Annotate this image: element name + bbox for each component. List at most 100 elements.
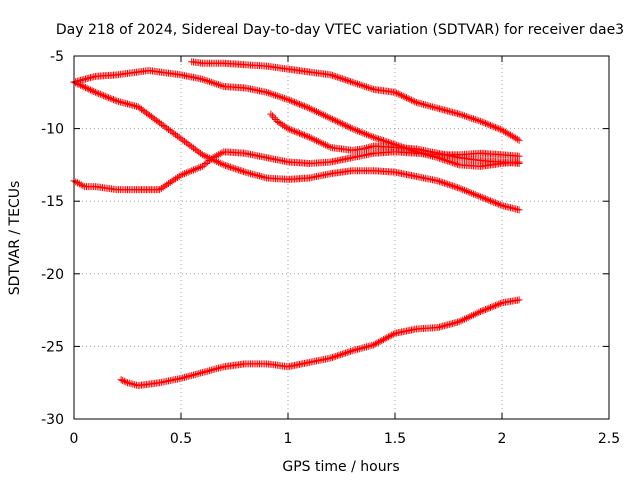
data-point	[440, 179, 448, 187]
data-point	[355, 128, 363, 136]
data-point	[165, 125, 173, 133]
data-point	[189, 166, 197, 174]
data-point	[350, 79, 358, 87]
data-point	[305, 104, 313, 112]
data-point	[381, 335, 389, 343]
data-point	[464, 113, 472, 121]
data-point	[454, 184, 462, 192]
data-point	[491, 199, 499, 207]
data-point	[462, 113, 470, 120]
data-point	[297, 130, 305, 138]
data-point	[477, 117, 485, 125]
data-point	[469, 190, 477, 198]
series-arc-5	[267, 110, 523, 167]
data-point	[286, 96, 294, 104]
data-point	[468, 312, 476, 320]
plot-frame	[73, 55, 610, 420]
data-point	[168, 177, 176, 185]
data-point	[480, 194, 488, 202]
data-point	[275, 93, 283, 101]
data-point	[228, 164, 236, 172]
data-point	[323, 142, 331, 150]
data-point	[272, 91, 280, 99]
data-point	[389, 330, 397, 338]
data-point	[207, 155, 215, 163]
data-point	[473, 191, 481, 199]
data-point	[179, 170, 187, 178]
data-point	[469, 115, 477, 123]
data-point	[207, 78, 215, 86]
data-point	[284, 125, 292, 133]
data-point	[225, 163, 233, 171]
data-point	[391, 88, 399, 96]
data-point	[345, 77, 353, 85]
data-point	[486, 197, 494, 205]
series-arc-6	[117, 296, 523, 390]
data-point	[328, 115, 336, 123]
data-point	[103, 93, 111, 101]
data-point	[292, 128, 300, 136]
series-arc-2	[70, 78, 523, 214]
data-point	[459, 316, 467, 324]
data-point	[294, 129, 302, 137]
data-point	[184, 168, 192, 176]
data-point	[284, 96, 292, 104]
data-point	[493, 200, 501, 208]
x-tick-label: 1.5	[384, 431, 406, 447]
data-point	[495, 300, 503, 308]
data-point	[376, 337, 384, 345]
data-point	[117, 376, 125, 384]
data-point	[337, 119, 345, 127]
data-point	[179, 136, 187, 144]
y-tick-label: -10	[41, 122, 64, 138]
data-point	[490, 302, 498, 310]
data-point	[342, 121, 350, 129]
data-point	[313, 137, 321, 145]
data-point	[342, 349, 350, 357]
data-point	[165, 180, 173, 188]
data-point	[495, 200, 503, 208]
data-point	[477, 193, 485, 201]
data-point	[343, 76, 351, 84]
data-point	[462, 187, 470, 195]
data-point	[378, 136, 386, 144]
data-point	[75, 80, 83, 88]
data-point	[318, 110, 326, 118]
data-point	[173, 173, 181, 181]
data-point	[170, 176, 178, 184]
data-point	[314, 138, 322, 146]
data-point	[399, 92, 407, 100]
data-point	[184, 140, 192, 148]
data-point	[483, 196, 491, 204]
data-point	[407, 96, 415, 104]
data-point	[272, 116, 280, 124]
data-point	[461, 112, 469, 120]
data-point	[289, 127, 297, 135]
data-point	[337, 351, 345, 359]
data-point	[325, 114, 333, 122]
data-point	[386, 332, 394, 340]
data-point	[396, 91, 404, 99]
data-point	[480, 306, 488, 314]
data-point	[406, 95, 414, 103]
data-point	[223, 162, 231, 170]
data-point	[296, 100, 304, 108]
data-point	[354, 127, 362, 135]
data-point	[371, 340, 379, 348]
data-point	[182, 169, 190, 177]
data-point	[188, 143, 196, 151]
data-point	[468, 189, 476, 197]
data-point	[364, 131, 372, 139]
data-point	[388, 331, 396, 339]
data-point	[323, 113, 331, 121]
data-point	[362, 130, 370, 138]
data-point	[343, 122, 351, 130]
data-point	[321, 141, 329, 149]
data-point	[287, 97, 295, 105]
x-tick-labels: 0 0.5 1 1.5 2 2.5	[70, 431, 621, 447]
data-point	[204, 77, 212, 85]
data-point	[268, 90, 276, 98]
data-point	[316, 109, 324, 117]
data-point	[163, 181, 171, 189]
data-point	[188, 167, 196, 175]
